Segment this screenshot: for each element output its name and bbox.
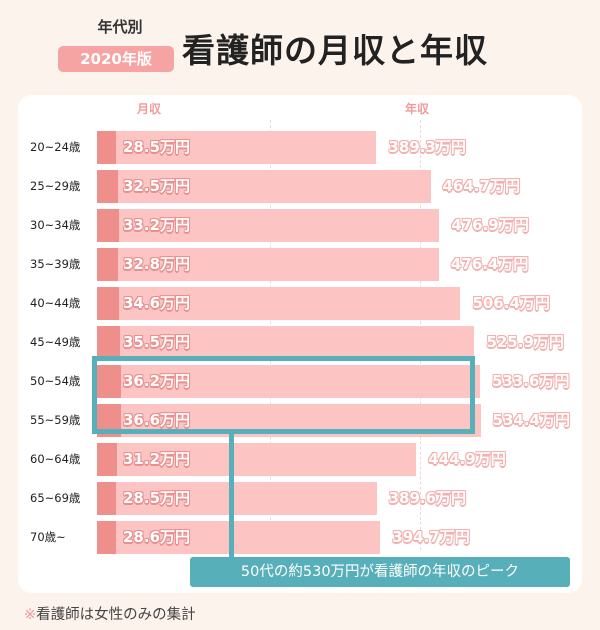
monthly-bar <box>97 404 121 437</box>
annual-value-label: 389.6万円 <box>388 489 467 507</box>
monthly-bar <box>97 482 116 515</box>
annual-value-label: 444.9万円 <box>428 450 506 468</box>
subtitle: 年代別 <box>97 18 143 36</box>
category-label: 25~29歳 <box>30 179 81 193</box>
highlight-box <box>92 356 475 434</box>
annual-value-label: 534.4万円 <box>492 411 570 429</box>
annual-value-label: 533.6万円 <box>491 372 570 390</box>
monthly-value-label: 31.2万円 <box>123 450 191 468</box>
monthly-value-label: 33.2万円 <box>123 216 191 234</box>
annual-value-label: 476.9万円 <box>451 216 529 234</box>
monthly-bar <box>97 443 118 476</box>
annual-bar <box>97 248 439 281</box>
annual-bar <box>97 521 381 554</box>
annual-bar <box>97 287 461 320</box>
monthly-bar <box>97 248 119 281</box>
monthly-value-label: 28.5万円 <box>123 489 191 507</box>
annual-bar <box>97 170 431 203</box>
annual-bar <box>97 443 417 476</box>
monthly-bar <box>97 521 116 554</box>
monthly-value-label: 35.5万円 <box>123 333 191 351</box>
category-label: 55~59歳 <box>30 413 81 427</box>
footnote: ※看護師は女性のみの集計 <box>24 603 196 624</box>
monthly-bar <box>97 209 119 242</box>
callout-connector <box>229 434 234 558</box>
annual-bar <box>97 482 377 515</box>
category-label: 70歳~ <box>30 530 66 544</box>
year-badge: 2020年版 <box>58 46 174 72</box>
annual-value-label: 506.4万円 <box>472 294 550 312</box>
peak-callout: 50代の約530万円が看護師の年収のピーク <box>190 557 570 587</box>
category-label: 20~24歳 <box>30 140 81 154</box>
monthly-value-label: 28.6万円 <box>123 528 191 546</box>
monthly-value-label: 36.6万円 <box>123 411 191 429</box>
monthly-bar <box>97 287 120 320</box>
monthly-value-label: 32.8万円 <box>123 255 191 273</box>
monthly-bar <box>97 365 121 398</box>
monthly-bar <box>97 131 116 164</box>
annual-bar <box>97 131 377 164</box>
monthly-bar <box>97 326 121 359</box>
page-title: 看護師の月収と年収 <box>182 31 488 70</box>
monthly-value-label: 32.5万円 <box>123 177 191 195</box>
category-label: 45~49歳 <box>30 335 81 349</box>
annual-value-label: 389.3万円 <box>388 138 466 156</box>
category-label: 50~54歳 <box>30 374 81 388</box>
category-label: 60~64歳 <box>30 452 81 466</box>
category-label: 65~69歳 <box>30 491 81 505</box>
monthly-value-label: 36.2万円 <box>123 372 191 390</box>
monthly-value-label: 28.5万円 <box>123 138 191 156</box>
legend-monthly: 月収 <box>137 102 162 116</box>
footnote-mark: ※ <box>24 607 37 623</box>
annual-bar <box>97 326 475 359</box>
category-label: 40~44歳 <box>30 296 81 310</box>
annual-value-label: 476.4万円 <box>450 255 529 273</box>
annual-value-label: 394.7万円 <box>392 528 470 546</box>
annual-value-label: 525.9万円 <box>486 333 564 351</box>
monthly-value-label: 34.6万円 <box>123 294 191 312</box>
footnote-text: 看護師は女性のみの集計 <box>36 607 196 623</box>
category-label: 35~39歳 <box>30 257 81 271</box>
category-label: 30~34歳 <box>30 218 81 232</box>
annual-bar <box>97 209 440 242</box>
annual-bar <box>97 365 480 398</box>
monthly-bar <box>97 170 119 203</box>
annual-value-label: 464.7万円 <box>442 177 520 195</box>
legend-annual: 年収 <box>405 102 430 116</box>
